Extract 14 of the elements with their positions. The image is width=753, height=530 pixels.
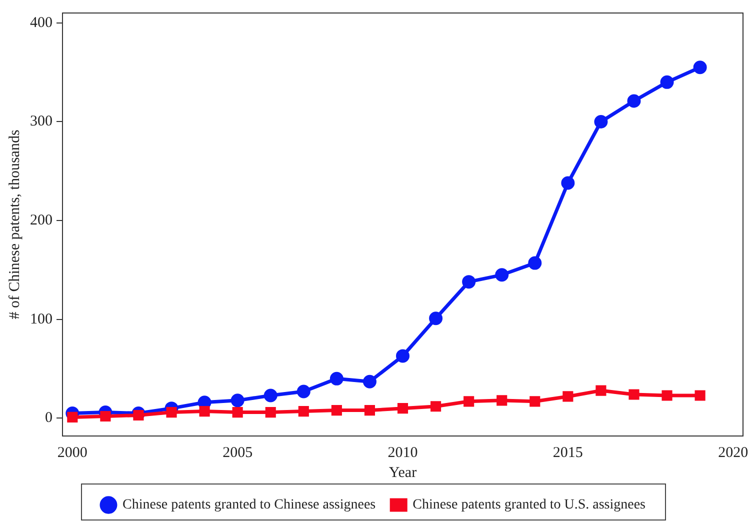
x-tick-label: 2015 (552, 444, 583, 461)
y-axis-title: # of Chinese patents, thousands (6, 130, 23, 320)
x-axis-title: Year (388, 464, 417, 481)
x-tick-label: 2020 (718, 444, 748, 461)
y-tick-label: 200 (30, 212, 52, 228)
legend-label: Chinese patents granted to Chinese assignees (122, 498, 376, 513)
y-tick-label: 400 (30, 14, 52, 31)
x-tick-label: 2005 (222, 444, 253, 461)
x-tick-label: 2000 (57, 444, 88, 461)
x-tick-label: 2010 (388, 444, 418, 461)
legend-label: Chinese patents granted to U.S. assignees (412, 498, 646, 513)
y-tick-label: 300 (30, 114, 52, 130)
y-tick-label: 100 (30, 311, 52, 328)
y-tick-label: 0 (45, 410, 52, 426)
